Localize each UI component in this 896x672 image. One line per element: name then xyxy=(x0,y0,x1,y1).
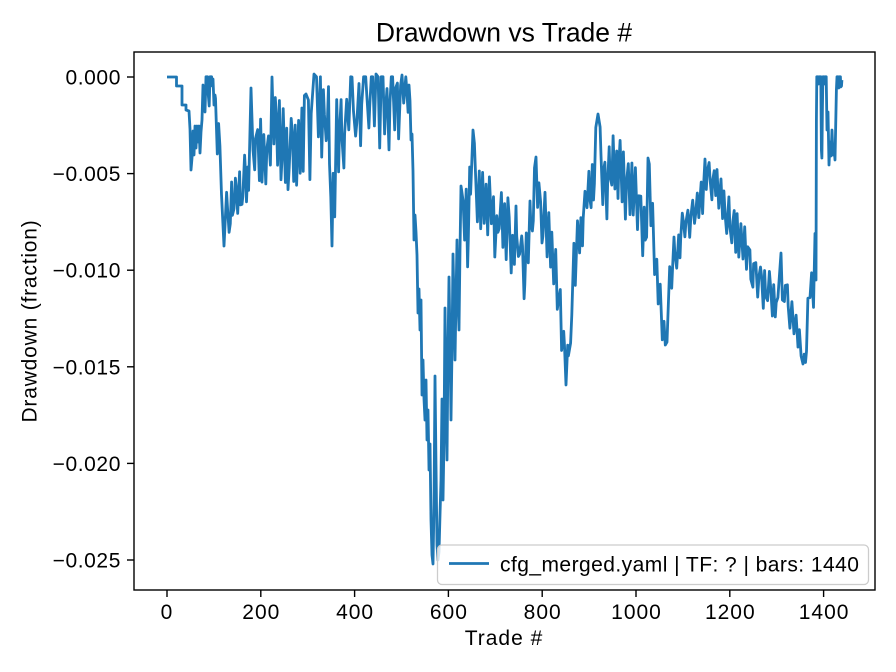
svg-text:400: 400 xyxy=(336,601,374,624)
svg-text:200: 200 xyxy=(242,601,280,624)
svg-text:Drawdown vs Trade #: Drawdown vs Trade # xyxy=(376,18,633,48)
svg-text:−0.020: −0.020 xyxy=(53,453,121,476)
svg-text:Trade #: Trade # xyxy=(465,627,544,650)
svg-text:cfg_merged.yaml | TF: ? | bars: cfg_merged.yaml | TF: ? | bars: 1440 xyxy=(500,554,859,577)
svg-text:−0.005: −0.005 xyxy=(53,163,121,186)
svg-text:800: 800 xyxy=(524,601,562,624)
svg-text:−0.025: −0.025 xyxy=(53,550,121,573)
svg-text:0: 0 xyxy=(161,601,174,624)
svg-text:1000: 1000 xyxy=(611,601,662,624)
svg-text:1200: 1200 xyxy=(705,601,756,624)
svg-text:−0.010: −0.010 xyxy=(53,260,121,283)
svg-text:−0.015: −0.015 xyxy=(53,356,121,379)
svg-text:0.000: 0.000 xyxy=(65,67,121,90)
svg-text:Drawdown (fraction): Drawdown (fraction) xyxy=(19,219,42,422)
svg-text:600: 600 xyxy=(430,601,468,624)
svg-text:1400: 1400 xyxy=(799,601,850,624)
